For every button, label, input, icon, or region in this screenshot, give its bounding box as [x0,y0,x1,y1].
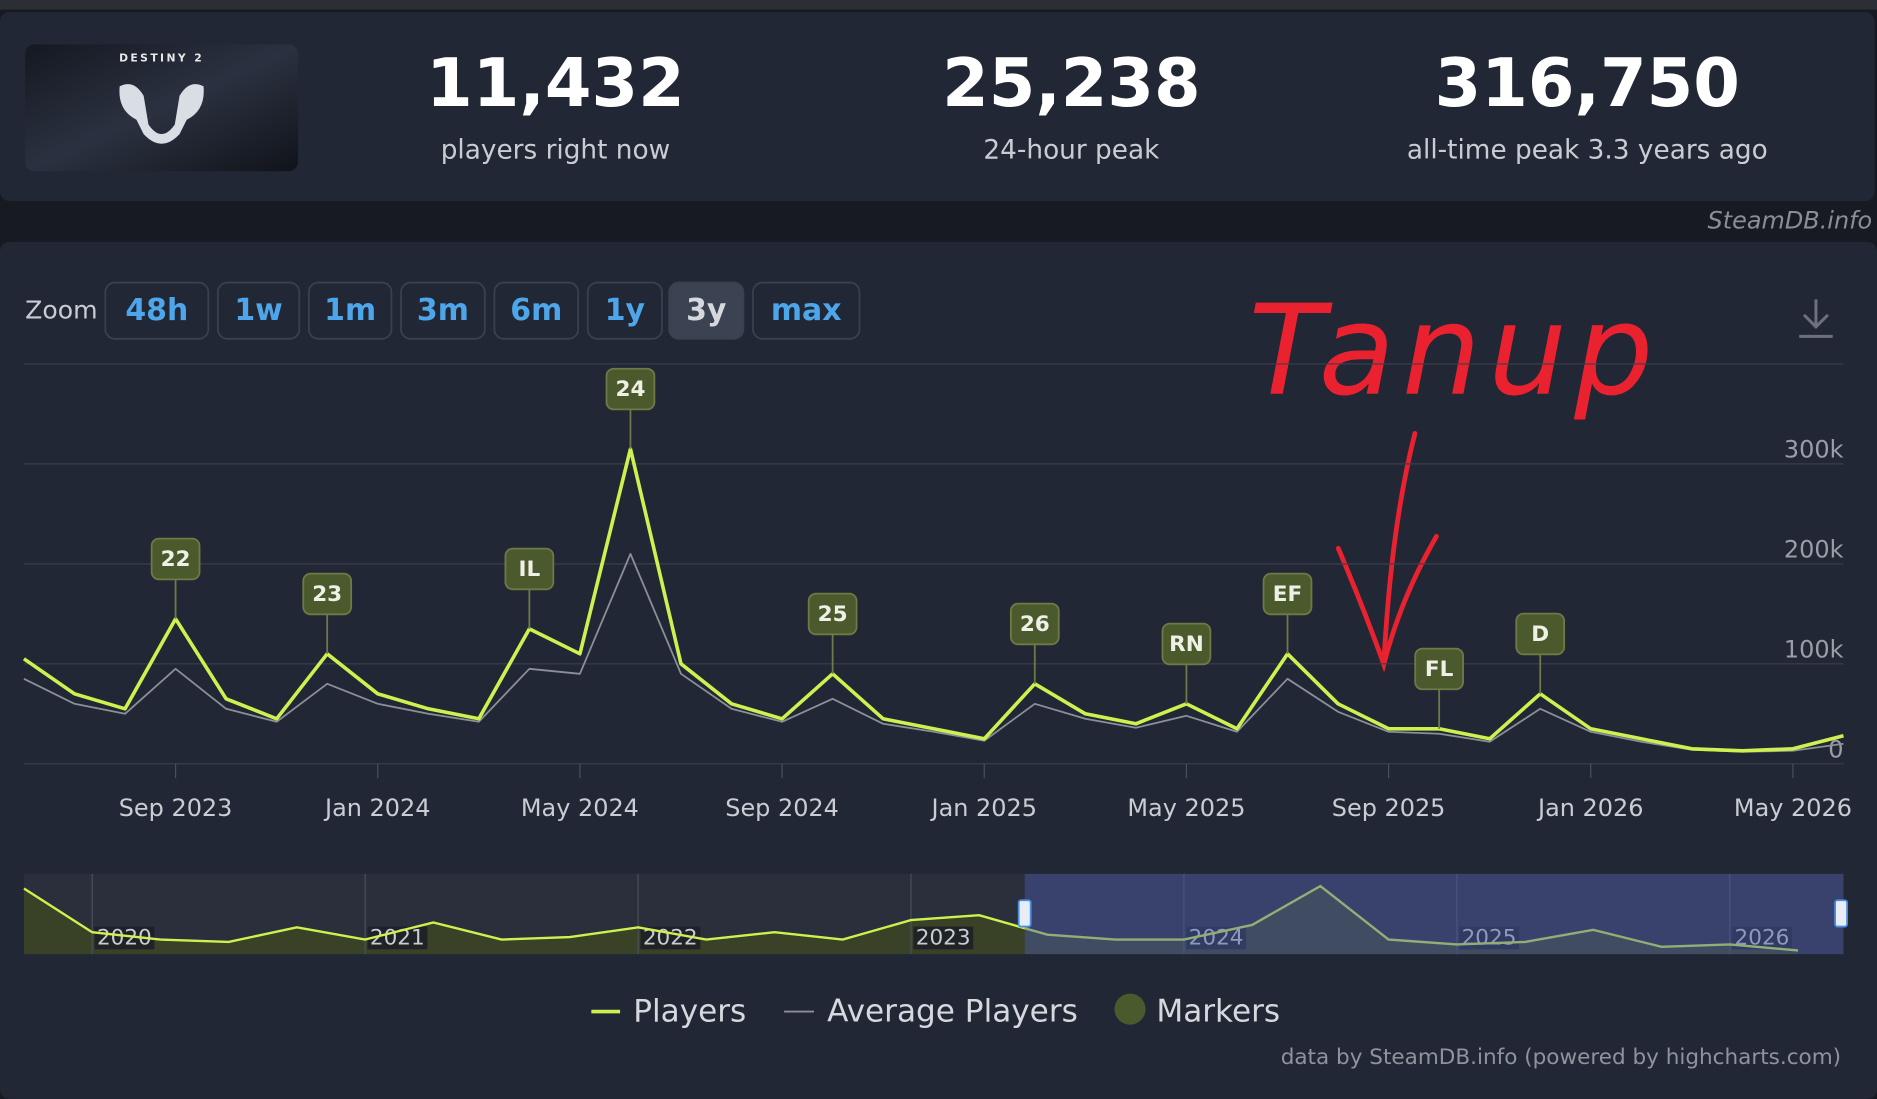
logo-text: DESTINY 2 [119,52,204,65]
zoom-button-label[interactable]: 48h [125,293,188,328]
marker-label: D [1531,622,1549,647]
zoom-button[interactable] [307,281,393,340]
y-tick-label: 100k [1784,636,1844,664]
zoom-button[interactable] [668,281,745,340]
zoom-button[interactable] [104,281,210,340]
marker-box [504,547,555,591]
marker-box [150,537,201,581]
zoom-button[interactable] [400,281,486,340]
logo-emblem [119,84,204,144]
header-panel [0,12,1875,202]
marker-label: RN [1169,632,1204,657]
zoom-button[interactable] [216,281,301,340]
marker-box [1161,622,1212,666]
stat-label: all-time peak 3.3 years ago [1407,135,1768,165]
stat-value: 25,238 [942,44,1201,122]
zoom-button[interactable] [752,281,861,340]
game-logo [25,44,299,172]
marker-box [302,572,353,616]
marker-box [1009,602,1060,646]
zoom-button[interactable] [586,281,663,340]
watermark: SteamDB.info [1708,207,1873,235]
zoom-button-label[interactable]: 3y [686,293,726,328]
marker-box [1515,612,1566,656]
marker-label: 22 [161,547,191,572]
marker-label: 26 [1020,612,1050,637]
marker-label: 24 [615,377,645,402]
marker-box [605,367,656,411]
navigator-label-bg [640,926,701,950]
navigator-tick-label: 2021 [370,926,425,951]
legend-label[interactable]: Players [633,994,746,1030]
top-strip [0,0,1877,10]
navigator-label-bg [1186,926,1247,950]
marker-box [1262,572,1313,616]
x-tick-label: Sep 2024 [725,794,839,822]
navigator-tick-label: 2025 [1462,926,1517,951]
stat-label: 24-hour peak [983,135,1160,165]
navigator-handle[interactable] [1017,899,1032,928]
marker-label: 23 [312,582,342,607]
zoom-button-label[interactable]: max [771,293,842,328]
legend-label[interactable]: Markers [1156,994,1280,1030]
zoom-button-label[interactable]: 1m [324,293,376,328]
x-tick-label: Jan 2026 [1536,794,1643,822]
zoom-button-label[interactable]: 6m [510,293,562,328]
marker-label: FL [1425,657,1454,682]
y-tick-label: 300k [1784,436,1844,464]
stat-value: 316,750 [1435,44,1740,122]
legend-label[interactable]: Average Players [827,994,1078,1030]
marker-box [1414,647,1464,691]
zoom-button[interactable] [493,281,580,340]
y-tick-label: 0 [1828,736,1843,764]
download-icon[interactable] [1799,299,1833,338]
marker-box [807,592,858,636]
navigator-tick-label: 2023 [916,926,971,951]
x-tick-label: Jan 2025 [930,794,1037,822]
x-tick-label: May 2026 [1734,794,1852,822]
credits[interactable]: data by SteamDB.info (powered by highcha… [1281,1045,1841,1070]
legend-swatch [1114,993,1146,1025]
x-tick-label: Jan 2024 [323,794,430,822]
annotation: Tanup [1248,278,1660,423]
marker-label: EF [1273,582,1302,607]
navigator-label-bg [94,926,155,950]
zoom-button-label[interactable]: 1y [605,293,645,328]
average-line [23,552,1844,753]
marker-label: IL [519,557,541,582]
navigator-selection [1024,873,1844,955]
x-tick-label: May 2025 [1127,794,1245,822]
x-tick-label: May 2024 [521,794,639,822]
zoom-button-label[interactable]: 3m [417,293,469,328]
navigator-label-bg [1732,926,1793,950]
navigator-label-bg [913,926,974,950]
navigator-label-bg [367,926,428,950]
navigator-handle[interactable] [1834,899,1848,928]
navigator-line [23,884,1799,952]
zoom-label: Zoom [25,295,97,324]
stat-label: players right now [441,135,670,165]
x-tick-label: Sep 2023 [119,794,233,822]
y-tick-label: 200k [1784,536,1844,564]
x-tick-label: Sep 2025 [1332,794,1446,822]
stat-value: 11,432 [426,44,685,122]
marker-label: 25 [818,602,848,627]
zoom-button-label[interactable]: 1w [234,293,282,328]
